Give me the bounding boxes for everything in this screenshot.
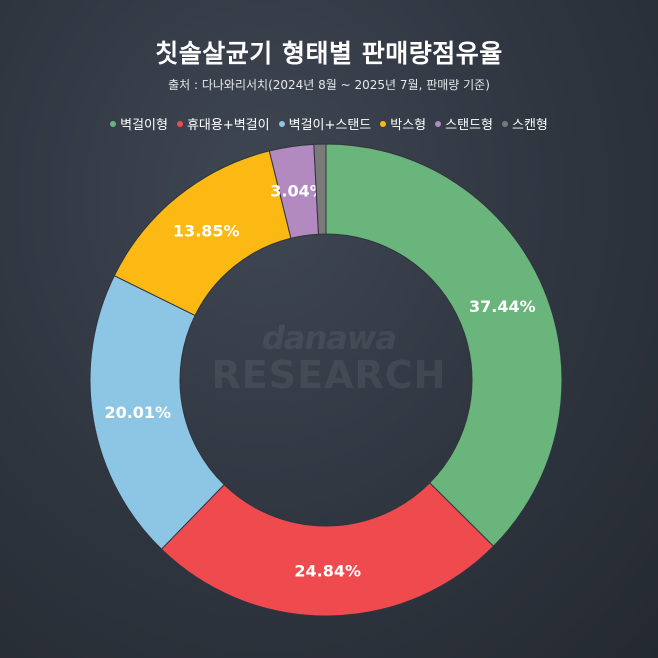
- chart-legend: 벽걸이형 휴대용+벽걸이 벽걸이+스탠드 박스형 스탠드형 스캔형: [0, 114, 658, 133]
- data-label: 24.84%: [294, 561, 361, 580]
- watermark-line1: danawa: [261, 319, 397, 357]
- legend-label: 벽걸이형: [120, 118, 168, 133]
- donut-slice: [313, 143, 327, 235]
- data-label: 20.01%: [104, 403, 171, 422]
- legend-dot-icon: [176, 120, 183, 127]
- data-label: 37.44%: [469, 297, 536, 316]
- legend-dot-icon: [278, 120, 285, 127]
- watermark-line2: RESEARCH: [211, 353, 447, 397]
- data-label: 13.85%: [173, 222, 240, 241]
- legend-item: 휴대용+벽걸이: [176, 114, 270, 133]
- legend-item: 스탠드형: [435, 114, 493, 133]
- legend-item: 벽걸이+스탠드: [278, 114, 372, 133]
- data-label: 3.04%: [270, 182, 326, 201]
- legend-item: 스캔형: [502, 114, 548, 133]
- legend-label: 스탠드형: [445, 118, 493, 133]
- legend-item: 벽걸이형: [110, 114, 168, 133]
- legend-item: 박스형: [380, 114, 426, 133]
- chart-title: 칫솔살균기 형태별 판매량점유율: [155, 39, 503, 68]
- legend-label: 휴대용+벽걸이: [186, 118, 270, 133]
- legend-label: 스캔형: [512, 118, 548, 133]
- chart-subtitle: 출처 : 다나와리서치(2024년 8월 ~ 2025년 7월, 판매량 기준): [168, 78, 490, 92]
- legend-label: 벽걸이+스탠드: [288, 118, 372, 133]
- legend-dot-icon: [110, 120, 117, 127]
- donut-slice: [325, 143, 563, 547]
- donut-slice: [89, 274, 225, 550]
- legend-label: 박스형: [390, 118, 427, 133]
- watermark: danawa RESEARCH: [0, 322, 658, 394]
- donut-slice: [160, 482, 495, 617]
- legend-dot-icon: [380, 120, 387, 127]
- legend-dot-icon: [502, 120, 508, 127]
- legend-dot-icon: [435, 120, 442, 127]
